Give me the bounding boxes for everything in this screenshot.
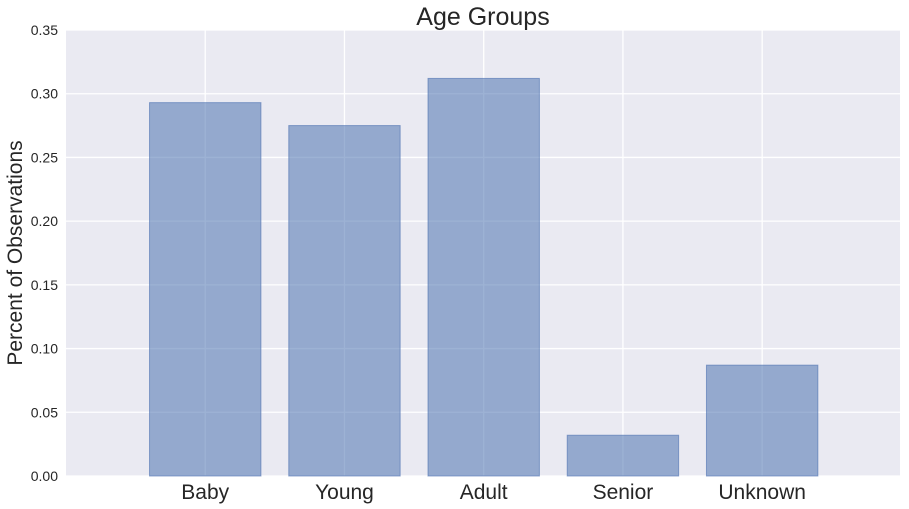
- x-tick-label-adult: Adult: [460, 481, 508, 504]
- bar-unknown: [705, 364, 819, 477]
- y-tick-label: 0.15: [31, 277, 58, 293]
- x-tick-label-unknown: Unknown: [718, 481, 806, 504]
- y-tick-label: 0.10: [31, 341, 58, 357]
- bar-young: [288, 125, 401, 477]
- bar-adult: [427, 77, 540, 477]
- bar-baby: [149, 102, 262, 477]
- x-tick-label-young: Young: [315, 481, 374, 504]
- y-tick-label: 0.35: [31, 22, 58, 38]
- y-tick-label: 0.05: [31, 404, 58, 420]
- x-tick-label-baby: Baby: [181, 481, 229, 504]
- y-tick-label: 0.30: [31, 86, 58, 102]
- y-tick-label: 0.20: [31, 213, 58, 229]
- x-tick-label-senior: Senior: [593, 481, 654, 504]
- y-tick-label: 0.00: [31, 468, 58, 484]
- bar-layer: [149, 77, 819, 477]
- y-tick-labels: 0.00 0.05 0.10 0.15 0.20 0.25 0.30 0.35: [31, 22, 58, 484]
- y-axis-label: Percent of Observations: [4, 140, 27, 365]
- y-tick-label: 0.25: [31, 149, 58, 165]
- bar-senior: [566, 434, 680, 477]
- x-tick-labels: Baby Young Adult Senior Unknown: [181, 481, 806, 504]
- chart-title: Age Groups: [416, 3, 549, 31]
